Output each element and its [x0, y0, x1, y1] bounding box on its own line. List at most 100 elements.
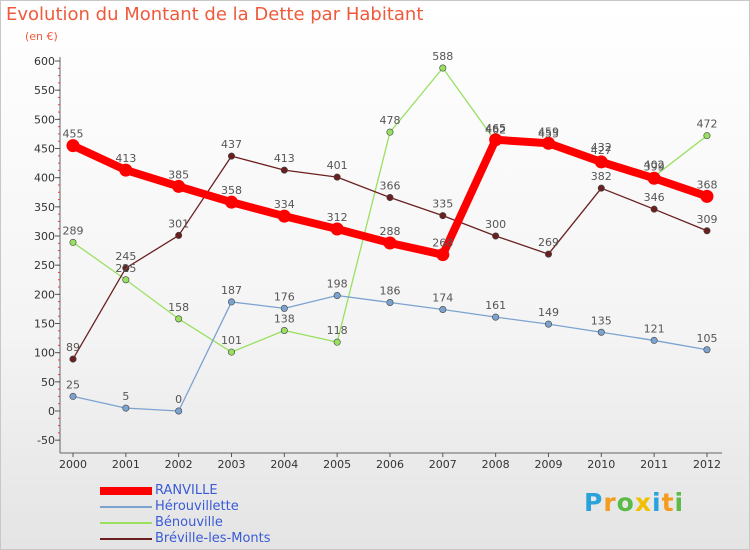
data-label: 225 [115, 262, 136, 275]
x-tick-label: 2006 [376, 458, 404, 471]
legend-item: Bénouville [100, 515, 360, 531]
data-label: 288 [379, 225, 400, 238]
data-point [277, 209, 291, 223]
data-point [333, 338, 341, 346]
legend-swatch [100, 538, 152, 540]
data-point [544, 250, 552, 258]
logo-letter: i [652, 488, 662, 517]
x-tick-label: 2000 [59, 458, 87, 471]
legend-label: RANVILLE [155, 483, 218, 498]
data-point [703, 227, 711, 235]
data-label: 158 [168, 301, 189, 314]
data-point [175, 315, 183, 323]
data-label: 89 [66, 341, 80, 354]
data-point [280, 327, 288, 335]
data-point [66, 139, 80, 153]
data-label: 245 [115, 250, 136, 263]
chart-legend: RANVILLE Hérouvillette Bénouville Bréville-… [100, 483, 360, 547]
data-point [227, 298, 235, 306]
data-point [703, 132, 711, 140]
logo-letter: t [661, 488, 675, 517]
data-label: 176 [274, 290, 295, 303]
data-label: 101 [221, 334, 242, 347]
data-label: 186 [379, 285, 400, 298]
data-point [386, 299, 394, 307]
y-tick-label: 400 [34, 172, 55, 185]
data-label: 459 [538, 125, 559, 138]
legend-swatch [100, 522, 152, 524]
data-point [594, 155, 608, 169]
data-point [492, 232, 500, 240]
data-label: 455 [63, 128, 84, 141]
y-tick-label: -50 [37, 434, 55, 447]
data-label: 399 [644, 160, 665, 173]
data-point [700, 189, 714, 203]
data-label: 472 [696, 118, 717, 131]
x-tick-label: 2008 [482, 458, 510, 471]
data-label: 334 [274, 198, 295, 211]
data-point [227, 152, 235, 160]
data-point [175, 407, 183, 415]
data-label: 413 [115, 152, 136, 165]
data-point [647, 171, 661, 185]
legend-label: Bénouville [155, 515, 223, 530]
y-tick-label: 200 [34, 288, 55, 301]
logo-letter: P [584, 488, 604, 517]
x-tick-label: 2010 [587, 458, 615, 471]
x-tick-label: 2009 [534, 458, 562, 471]
logo-letter: i [674, 488, 685, 517]
chart-title: Evolution du Montant de la Dette par Hab… [6, 4, 424, 25]
data-point [383, 236, 397, 250]
data-point [330, 222, 344, 236]
data-point [333, 173, 341, 181]
legend-label: Hérouvillette [155, 499, 239, 514]
data-label: 187 [221, 284, 242, 297]
data-label: 437 [221, 138, 242, 151]
data-label: 366 [379, 180, 400, 193]
x-tick-label: 2007 [429, 458, 457, 471]
data-point [492, 313, 500, 321]
data-point [597, 184, 605, 192]
data-label: 118 [327, 324, 348, 337]
y-tick-label: 300 [34, 230, 55, 243]
proxiti-logo: Proxiti [584, 488, 684, 517]
legend-swatch [100, 506, 152, 508]
data-label: 161 [485, 299, 506, 312]
data-point [224, 195, 238, 209]
y-tick-label: 600 [34, 55, 55, 68]
x-tick-label: 2011 [640, 458, 668, 471]
data-label: 312 [327, 211, 348, 224]
data-label: 402 [644, 159, 665, 172]
y-tick-label: 150 [34, 318, 55, 331]
data-point [541, 136, 555, 150]
data-point [544, 320, 552, 328]
data-point [650, 205, 658, 213]
data-label: 427 [591, 144, 612, 157]
data-point [650, 336, 658, 344]
data-point [227, 348, 235, 356]
x-tick-label: 2002 [165, 458, 193, 471]
legend-item: Hérouvillette [100, 499, 360, 515]
data-label: 335 [432, 198, 453, 211]
data-point [69, 392, 77, 400]
data-label: 268 [432, 237, 453, 250]
data-label: 465 [485, 122, 506, 135]
logo-letter: x [634, 488, 652, 517]
y-tick-label: 450 [34, 143, 55, 156]
data-label: 0 [175, 393, 182, 406]
y-tick-label: 100 [34, 347, 55, 360]
data-label: 432 [591, 141, 612, 154]
x-tick-label: 2003 [217, 458, 245, 471]
data-label: 346 [644, 191, 665, 204]
data-label: 462 [485, 124, 506, 137]
data-label: 121 [644, 322, 665, 335]
data-label: 138 [274, 313, 295, 326]
data-point [280, 166, 288, 174]
y-tick-label: 50 [41, 376, 55, 389]
data-label: 269 [538, 236, 559, 249]
data-label: 588 [432, 50, 453, 63]
data-label: 401 [327, 159, 348, 172]
data-label: 198 [327, 278, 348, 291]
